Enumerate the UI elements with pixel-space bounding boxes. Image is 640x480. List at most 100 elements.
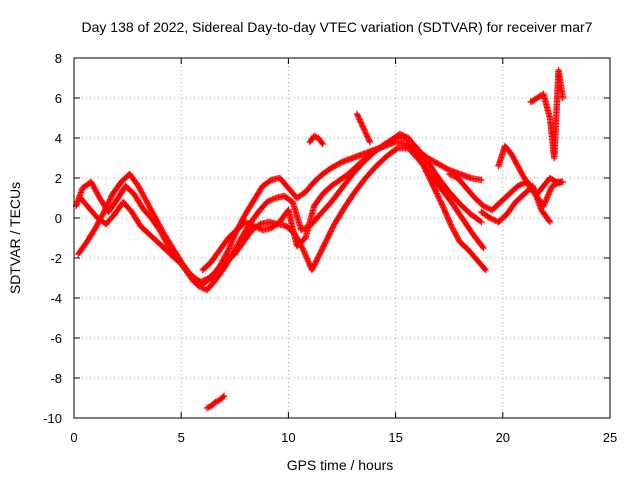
- data-point: [443, 212, 451, 220]
- data-point: [227, 242, 234, 249]
- data-point: [314, 255, 321, 263]
- x-tick-label: 20: [496, 430, 510, 445]
- data-point: [249, 222, 256, 229]
- data-point: [308, 266, 316, 274]
- data-point: [365, 136, 372, 143]
- data-point: [304, 256, 311, 264]
- data-point: [317, 248, 324, 256]
- data-point: [315, 253, 322, 260]
- data-point: [198, 284, 205, 291]
- data-point: [432, 188, 440, 196]
- data-point: [228, 239, 235, 247]
- data-point: [481, 203, 489, 210]
- data-point: [429, 182, 437, 189]
- data-point: [303, 253, 310, 261]
- data-point: [323, 236, 330, 243]
- data-point: [426, 175, 433, 182]
- data-point: [242, 218, 249, 226]
- data-point: [354, 112, 361, 119]
- data-point: [425, 172, 432, 179]
- series-track-g: [527, 66, 567, 162]
- data-point: [451, 173, 459, 180]
- data-point: [419, 161, 427, 168]
- data-point: [319, 244, 326, 252]
- data-point: [356, 116, 363, 123]
- series-track-d: [199, 130, 489, 274]
- data-point: [228, 238, 236, 245]
- data-point: [358, 120, 365, 127]
- data-point: [256, 225, 264, 232]
- data-point: [309, 265, 316, 272]
- data-point: [366, 138, 374, 146]
- data-point: [418, 158, 426, 165]
- data-point: [318, 246, 326, 253]
- data-point: [446, 170, 453, 178]
- data-point: [321, 240, 328, 248]
- x-axis-label: GPS time / hours: [287, 457, 394, 473]
- data-point: [517, 181, 524, 188]
- data-point: [203, 276, 210, 283]
- data-point: [545, 191, 552, 198]
- data-point: [486, 214, 494, 222]
- data-point: [359, 123, 366, 130]
- data-point: [362, 129, 369, 136]
- y-tick-label: 6: [55, 91, 62, 106]
- data-point: [298, 226, 305, 234]
- data-point: [224, 248, 231, 255]
- data-point: [310, 132, 318, 140]
- data-point: [225, 245, 233, 252]
- data-point: [413, 146, 421, 154]
- data-point: [481, 265, 488, 273]
- series-track-k: [203, 392, 228, 412]
- data-point: [480, 202, 487, 210]
- data-point: [423, 169, 431, 176]
- data-point: [205, 404, 212, 411]
- data-point: [420, 162, 427, 169]
- data-point: [544, 194, 551, 201]
- data-point: [253, 224, 261, 231]
- data-point: [104, 201, 111, 209]
- data-point: [360, 124, 367, 132]
- data-point: [197, 278, 204, 286]
- data-point: [443, 211, 450, 218]
- data-point: [360, 126, 368, 133]
- data-point: [514, 182, 522, 190]
- data-point: [476, 217, 484, 225]
- data-point: [542, 197, 550, 204]
- data-point: [543, 195, 550, 203]
- data-point: [402, 133, 409, 140]
- data-point: [106, 196, 114, 203]
- data-point: [436, 195, 443, 203]
- data-point: [417, 155, 424, 162]
- data-point: [450, 172, 457, 180]
- data-point: [438, 201, 446, 208]
- x-tick-label: 0: [70, 430, 77, 445]
- data-point: [422, 166, 429, 174]
- y-tick-label: -4: [50, 291, 62, 306]
- data-point: [227, 241, 235, 248]
- data-point: [302, 251, 309, 258]
- data-point: [220, 392, 228, 400]
- data-point: [108, 193, 115, 200]
- data-point: [353, 110, 361, 118]
- data-point: [416, 153, 424, 161]
- chart-title: Day 138 of 2022, Sidereal Day-to-day VTE…: [82, 19, 593, 35]
- data-point: [310, 262, 318, 270]
- y-axis-ticks: -10 -8 -6 -4 -2 0 2 4 6 8: [43, 51, 610, 426]
- data-point: [318, 139, 326, 146]
- data-point: [106, 197, 113, 205]
- data-point: [396, 130, 404, 138]
- data-point: [442, 208, 449, 215]
- x-tick-label: 25: [603, 430, 617, 445]
- data-point: [320, 243, 327, 250]
- data-point: [105, 199, 112, 206]
- data-point: [424, 170, 431, 178]
- data-point: [488, 215, 495, 222]
- data-point: [103, 203, 110, 210]
- x-tick-label: 15: [388, 430, 402, 445]
- data-point: [415, 149, 422, 157]
- data-point: [542, 198, 549, 205]
- data-point: [195, 282, 202, 290]
- data-point: [398, 131, 405, 138]
- data-point: [478, 218, 485, 226]
